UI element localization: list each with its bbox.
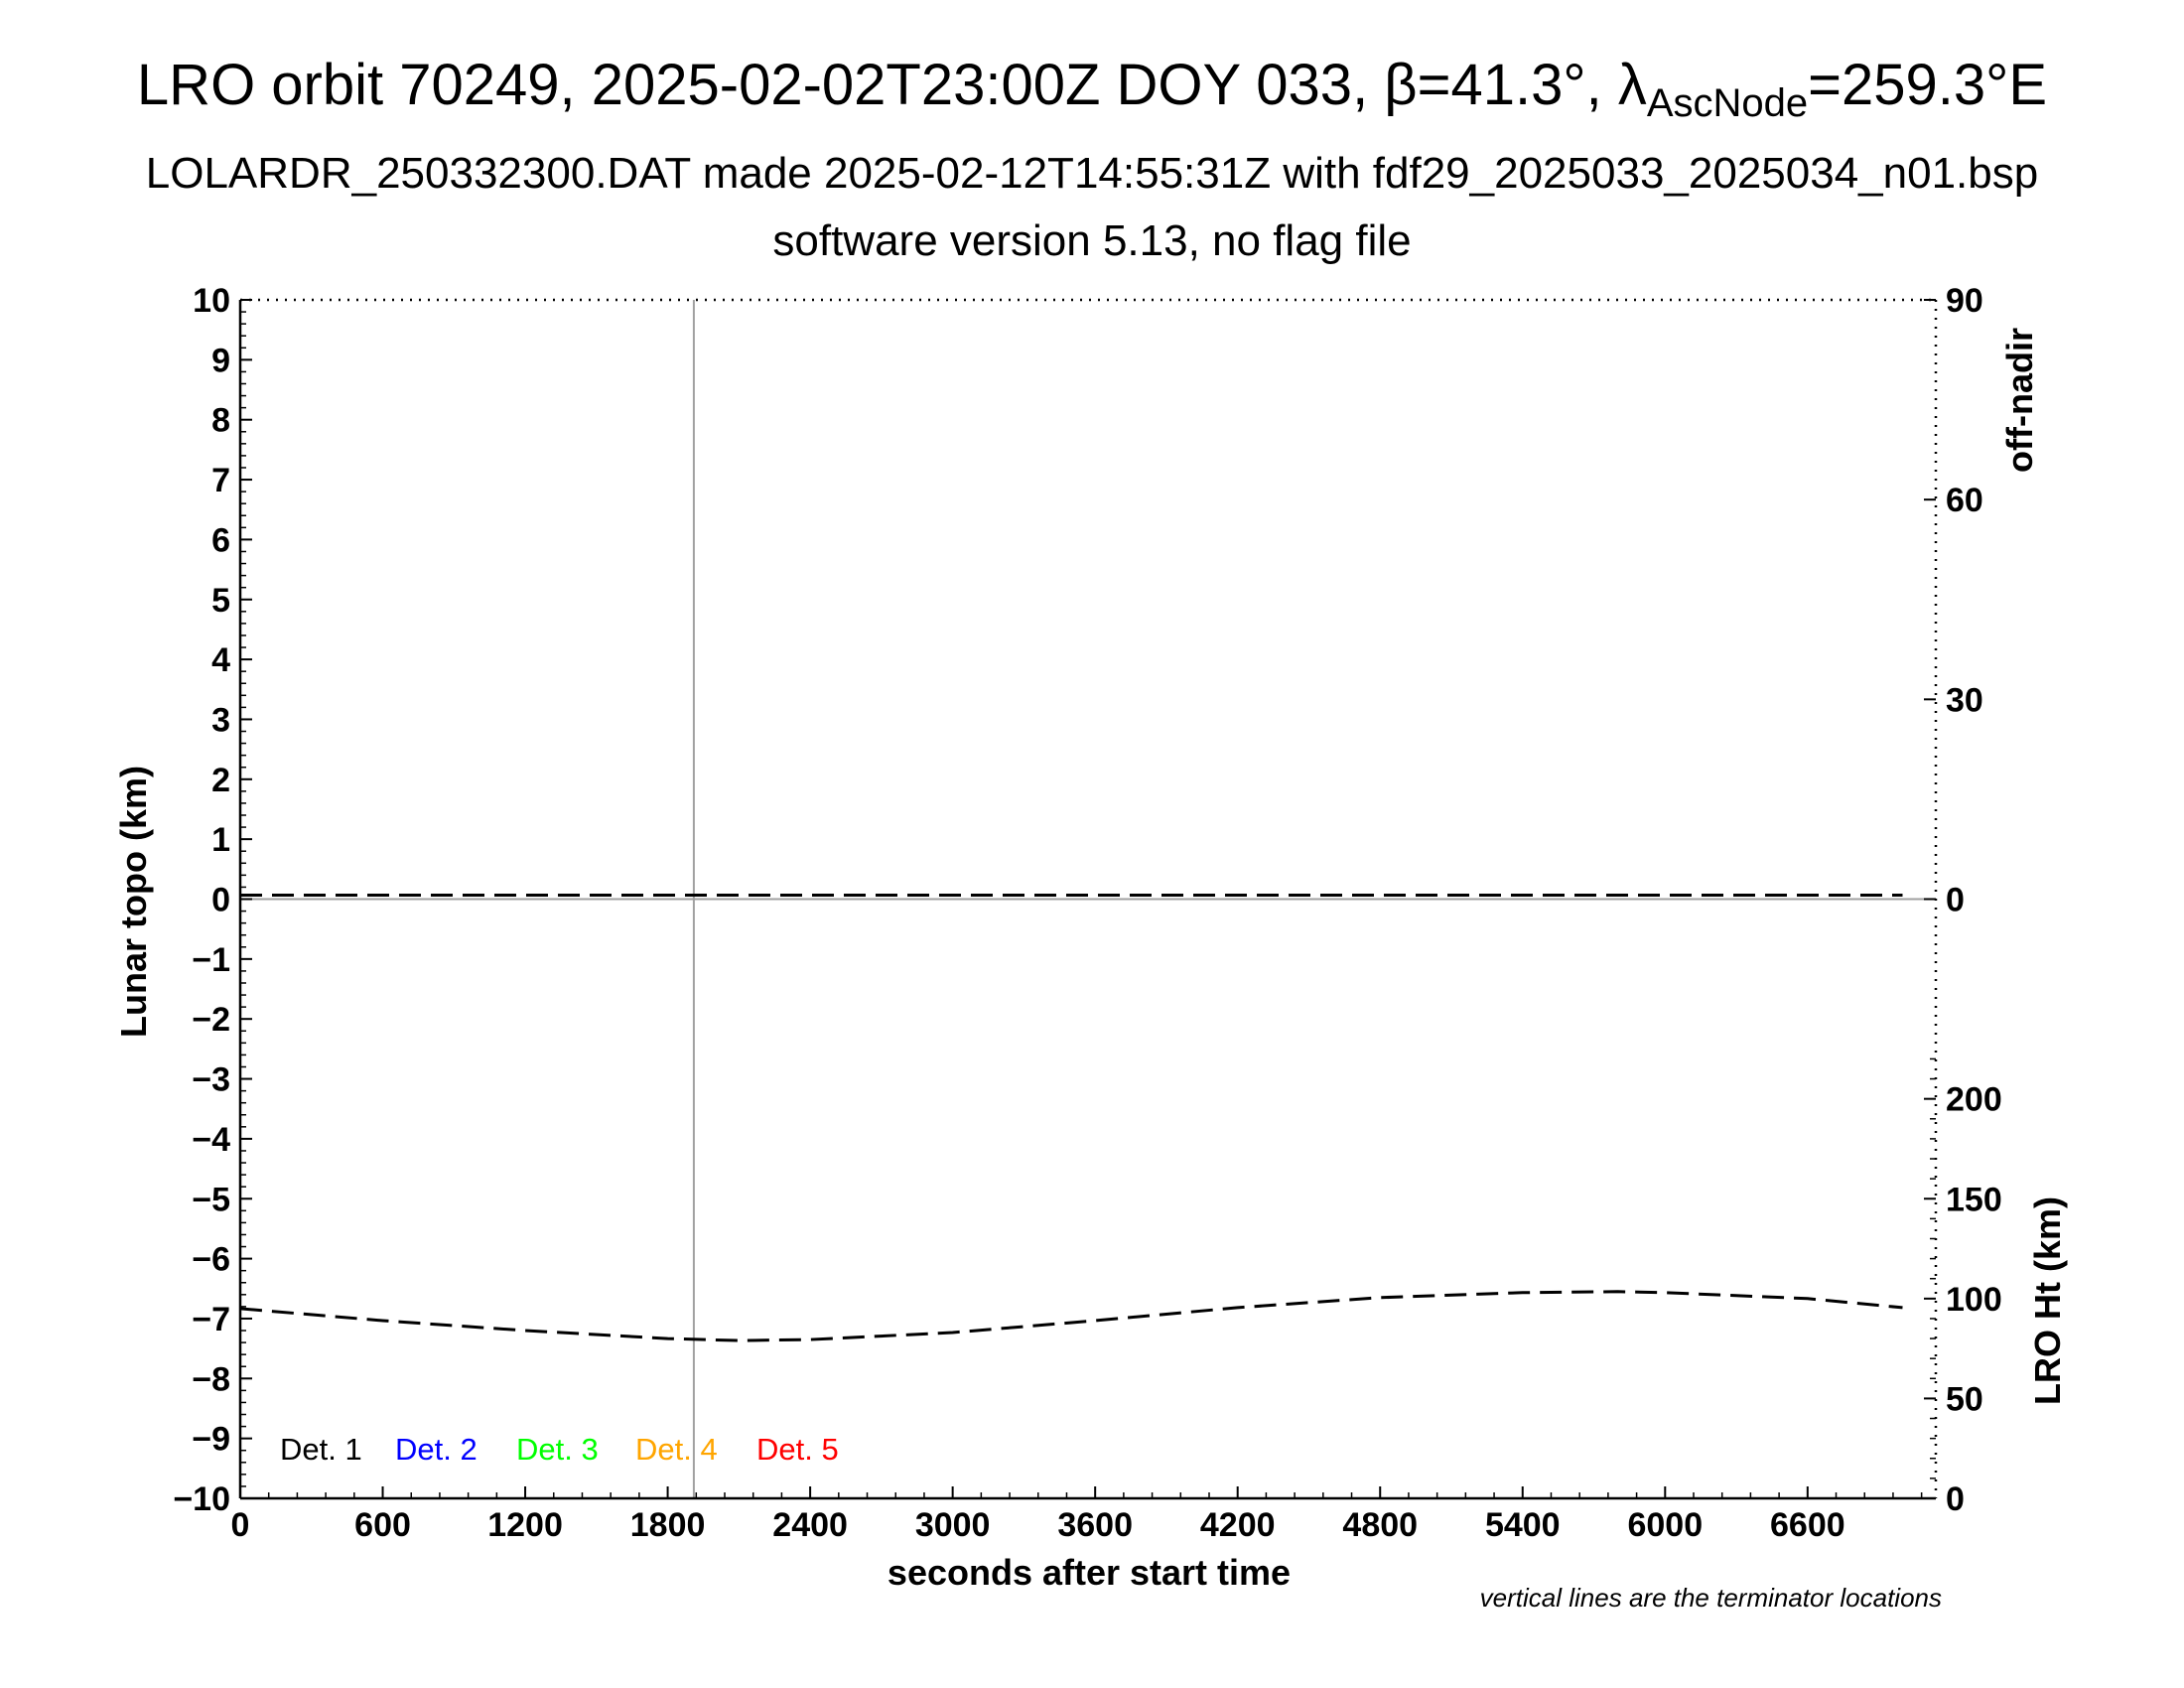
x-tick-label: 4200 xyxy=(1200,1506,1276,1544)
software-version: software version 5.13, no flag file xyxy=(772,216,1412,265)
off-nadir-axis-label: off-nadir xyxy=(1999,328,2040,473)
chart-subtitle: LOLARDR_250332300.DAT made 2025-02-12T14… xyxy=(145,149,2039,198)
y-tick-label: 5 xyxy=(211,582,230,620)
legend-item-det-3: Det. 3 xyxy=(516,1432,599,1467)
y-tick-label: −6 xyxy=(192,1241,230,1279)
x-tick-label: 600 xyxy=(354,1506,411,1544)
grid-layer xyxy=(240,300,1936,1498)
y-tick-label: 3 xyxy=(211,701,230,739)
off-nadir-tick-label: 30 xyxy=(1946,681,1983,719)
height-tick-label: 50 xyxy=(1946,1380,1983,1418)
y-tick-label: −2 xyxy=(192,1001,230,1039)
y-tick-label: −4 xyxy=(192,1121,230,1159)
x-tick-label: 3000 xyxy=(915,1506,991,1544)
y-tick-label: −3 xyxy=(192,1061,230,1099)
off-nadir-tick-label: 0 xyxy=(1946,882,1965,919)
y-tick-label: −1 xyxy=(192,941,230,979)
legend-item-det-5: Det. 5 xyxy=(756,1432,839,1467)
y-tick-label: −10 xyxy=(173,1480,230,1518)
height-tick-label: 100 xyxy=(1946,1281,2002,1319)
terminator-note: vertical lines are the terminator locati… xyxy=(1480,1583,1942,1613)
x-tick-label: 6000 xyxy=(1627,1506,1703,1544)
x-tick-label: 5400 xyxy=(1485,1506,1561,1544)
x-tick-label: 2400 xyxy=(772,1506,848,1544)
y-tick-label: 1 xyxy=(211,821,230,859)
x-axis-label: seconds after start time xyxy=(887,1552,1291,1593)
x-tick-label: 1800 xyxy=(630,1506,706,1544)
height-tick-label: 150 xyxy=(1946,1181,2002,1218)
y-tick-label: 8 xyxy=(211,402,230,440)
y-tick-label: 10 xyxy=(193,282,230,320)
y-tick-label: 0 xyxy=(211,882,230,919)
y-axis-label: Lunar topo (km) xyxy=(113,766,154,1038)
x-tick-label: 4800 xyxy=(1342,1506,1418,1544)
series-layer xyxy=(239,894,1903,1342)
legend-item-det-1: Det. 1 xyxy=(280,1432,362,1467)
height-tick-label: 0 xyxy=(1946,1480,1965,1518)
y-tick-label: 9 xyxy=(211,342,230,379)
x-tick-label: 6600 xyxy=(1770,1506,1845,1544)
title-end: =259.3°E xyxy=(1808,53,2048,117)
title-subscript: AscNode xyxy=(1646,81,1809,125)
lro-height-axis-label: LRO Ht (km) xyxy=(2027,1196,2068,1405)
height-tick-label: 200 xyxy=(1946,1081,2002,1119)
y-tick-label: −8 xyxy=(192,1360,230,1398)
y-tick-label: 2 xyxy=(211,762,230,799)
legend: Det. 1 Det. 2 Det. 3 Det. 4 Det. 5 xyxy=(280,1432,839,1467)
y-tick-label: −7 xyxy=(192,1301,230,1338)
y-tick-label: −9 xyxy=(192,1421,230,1459)
title-main: LRO orbit 70249, 2025-02-02T23:00Z DOY 0… xyxy=(136,53,1647,117)
y-tick-label: −5 xyxy=(192,1181,230,1218)
chart-title: LRO orbit 70249, 2025-02-02T23:00Z DOY 0… xyxy=(0,52,2184,126)
legend-item-det-2: Det. 2 xyxy=(395,1432,478,1467)
labels-layer: seconds after start time Lunar topo (km)… xyxy=(113,328,2068,1613)
y-tick-label: 6 xyxy=(211,521,230,559)
legend-item-det-4: Det. 4 xyxy=(635,1432,718,1467)
x-tick-label: 1200 xyxy=(487,1506,563,1544)
off-nadir-tick-label: 90 xyxy=(1946,282,1983,320)
x-tick-label: 0 xyxy=(231,1506,250,1544)
y-tick-label: 4 xyxy=(211,641,230,679)
series-line-height xyxy=(239,1290,1903,1342)
x-tick-label: 3600 xyxy=(1057,1506,1133,1544)
off-nadir-tick-label: 60 xyxy=(1946,482,1983,519)
y-tick-label: 7 xyxy=(211,462,230,499)
